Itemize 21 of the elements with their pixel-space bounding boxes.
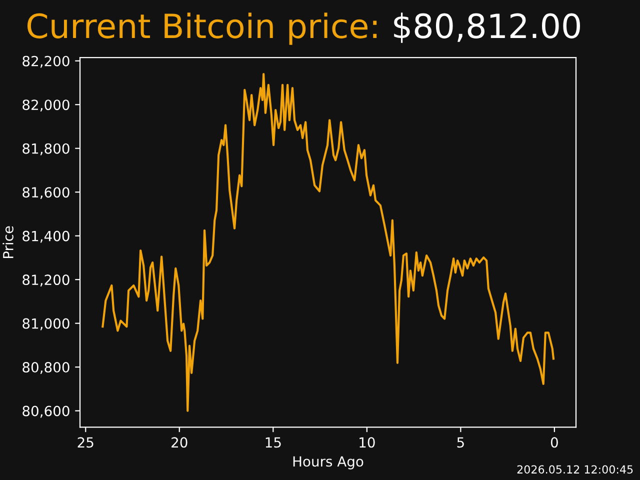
y-tick-label: 81,000 [22,318,70,330]
x-tick-label: 20 [172,437,188,448]
y-tick-label: 81,400 [22,230,70,243]
y-tick-label: 82,200 [22,56,70,68]
y-tick-label: 80,600 [22,406,70,418]
y-tick-label: 81,200 [22,274,70,286]
x-tick-label: 0 [550,437,558,448]
y-axis-title: Price [2,226,14,258]
x-tick-label: 25 [78,437,94,448]
text: $80,812.00 [394,12,580,43]
text: 2026.05.12 12:00:45 [517,465,633,474]
y-tick-label: 81,600 [22,187,70,199]
x-tick-label: 10 [360,437,375,448]
x-tick-label: 5 [457,437,464,448]
y-tick-label: 81,800 [22,143,70,156]
y-tick-label: 82,000 [22,100,70,112]
line-series [102,72,555,412]
y-tick-label: 80,800 [22,362,70,374]
x-tick-label: 15 [266,437,281,448]
x-axis-title: Hours Ago [293,456,364,470]
chart-title: Current Bitcoin price: [27,12,377,45]
